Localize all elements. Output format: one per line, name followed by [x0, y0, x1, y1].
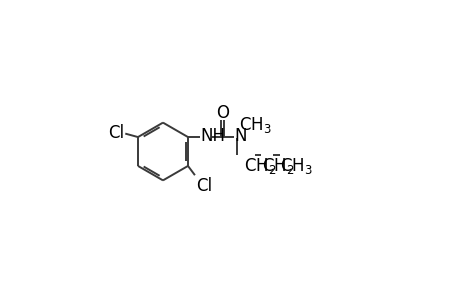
Text: O: O — [215, 104, 228, 122]
Text: NH: NH — [200, 127, 225, 145]
Text: CH$_2$: CH$_2$ — [261, 156, 294, 176]
Text: CH$_3$: CH$_3$ — [280, 156, 312, 176]
Text: CH$_3$: CH$_3$ — [238, 115, 271, 135]
Text: N: N — [234, 127, 246, 145]
Text: CH$_2$: CH$_2$ — [243, 156, 275, 176]
Text: Cl: Cl — [196, 177, 212, 195]
Text: Cl: Cl — [108, 124, 124, 142]
